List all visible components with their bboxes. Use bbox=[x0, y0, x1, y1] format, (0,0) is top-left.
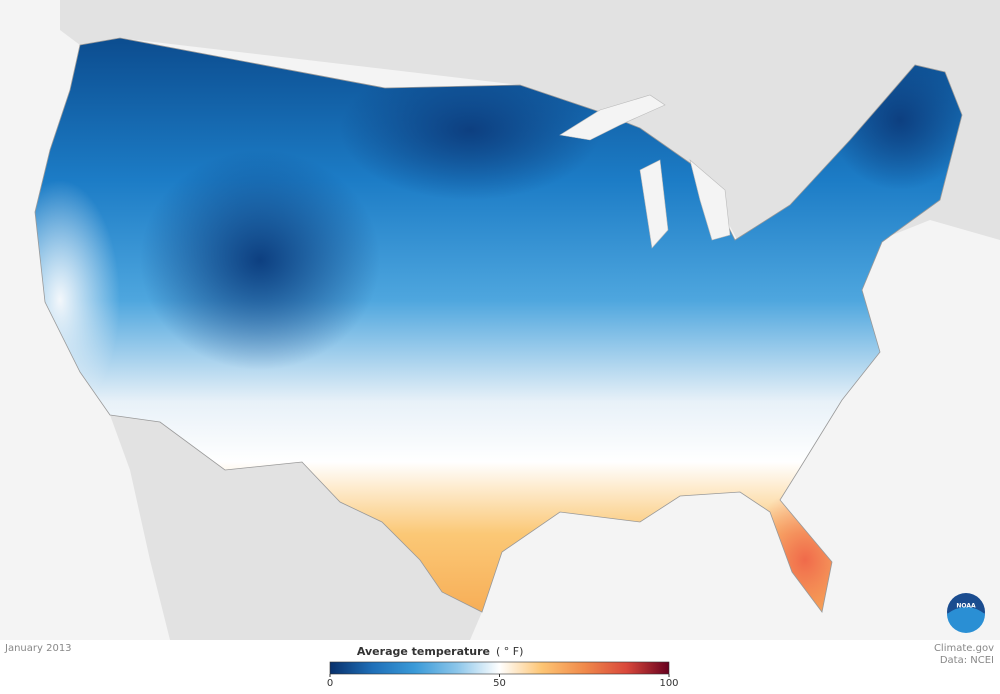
colorbar bbox=[329, 661, 670, 675]
temperature-field bbox=[35, 38, 962, 612]
credit-site: Climate.gov bbox=[934, 643, 994, 654]
colorbar-tick-label: 0 bbox=[327, 678, 333, 689]
colorbar-tick-label: 50 bbox=[493, 678, 506, 689]
mexico bbox=[110, 415, 482, 640]
canada bbox=[60, 0, 1000, 245]
credit-source: Data: NCEI bbox=[940, 655, 994, 666]
noaa-logo-text: NOAA bbox=[956, 603, 976, 610]
great-lakes bbox=[559, 94, 731, 249]
caption: January 2013 bbox=[4, 643, 72, 654]
legend-title: Average temperature bbox=[357, 645, 490, 658]
colorbar-tick-label: 100 bbox=[659, 678, 678, 689]
legend-unit: ( ° F) bbox=[496, 645, 523, 658]
